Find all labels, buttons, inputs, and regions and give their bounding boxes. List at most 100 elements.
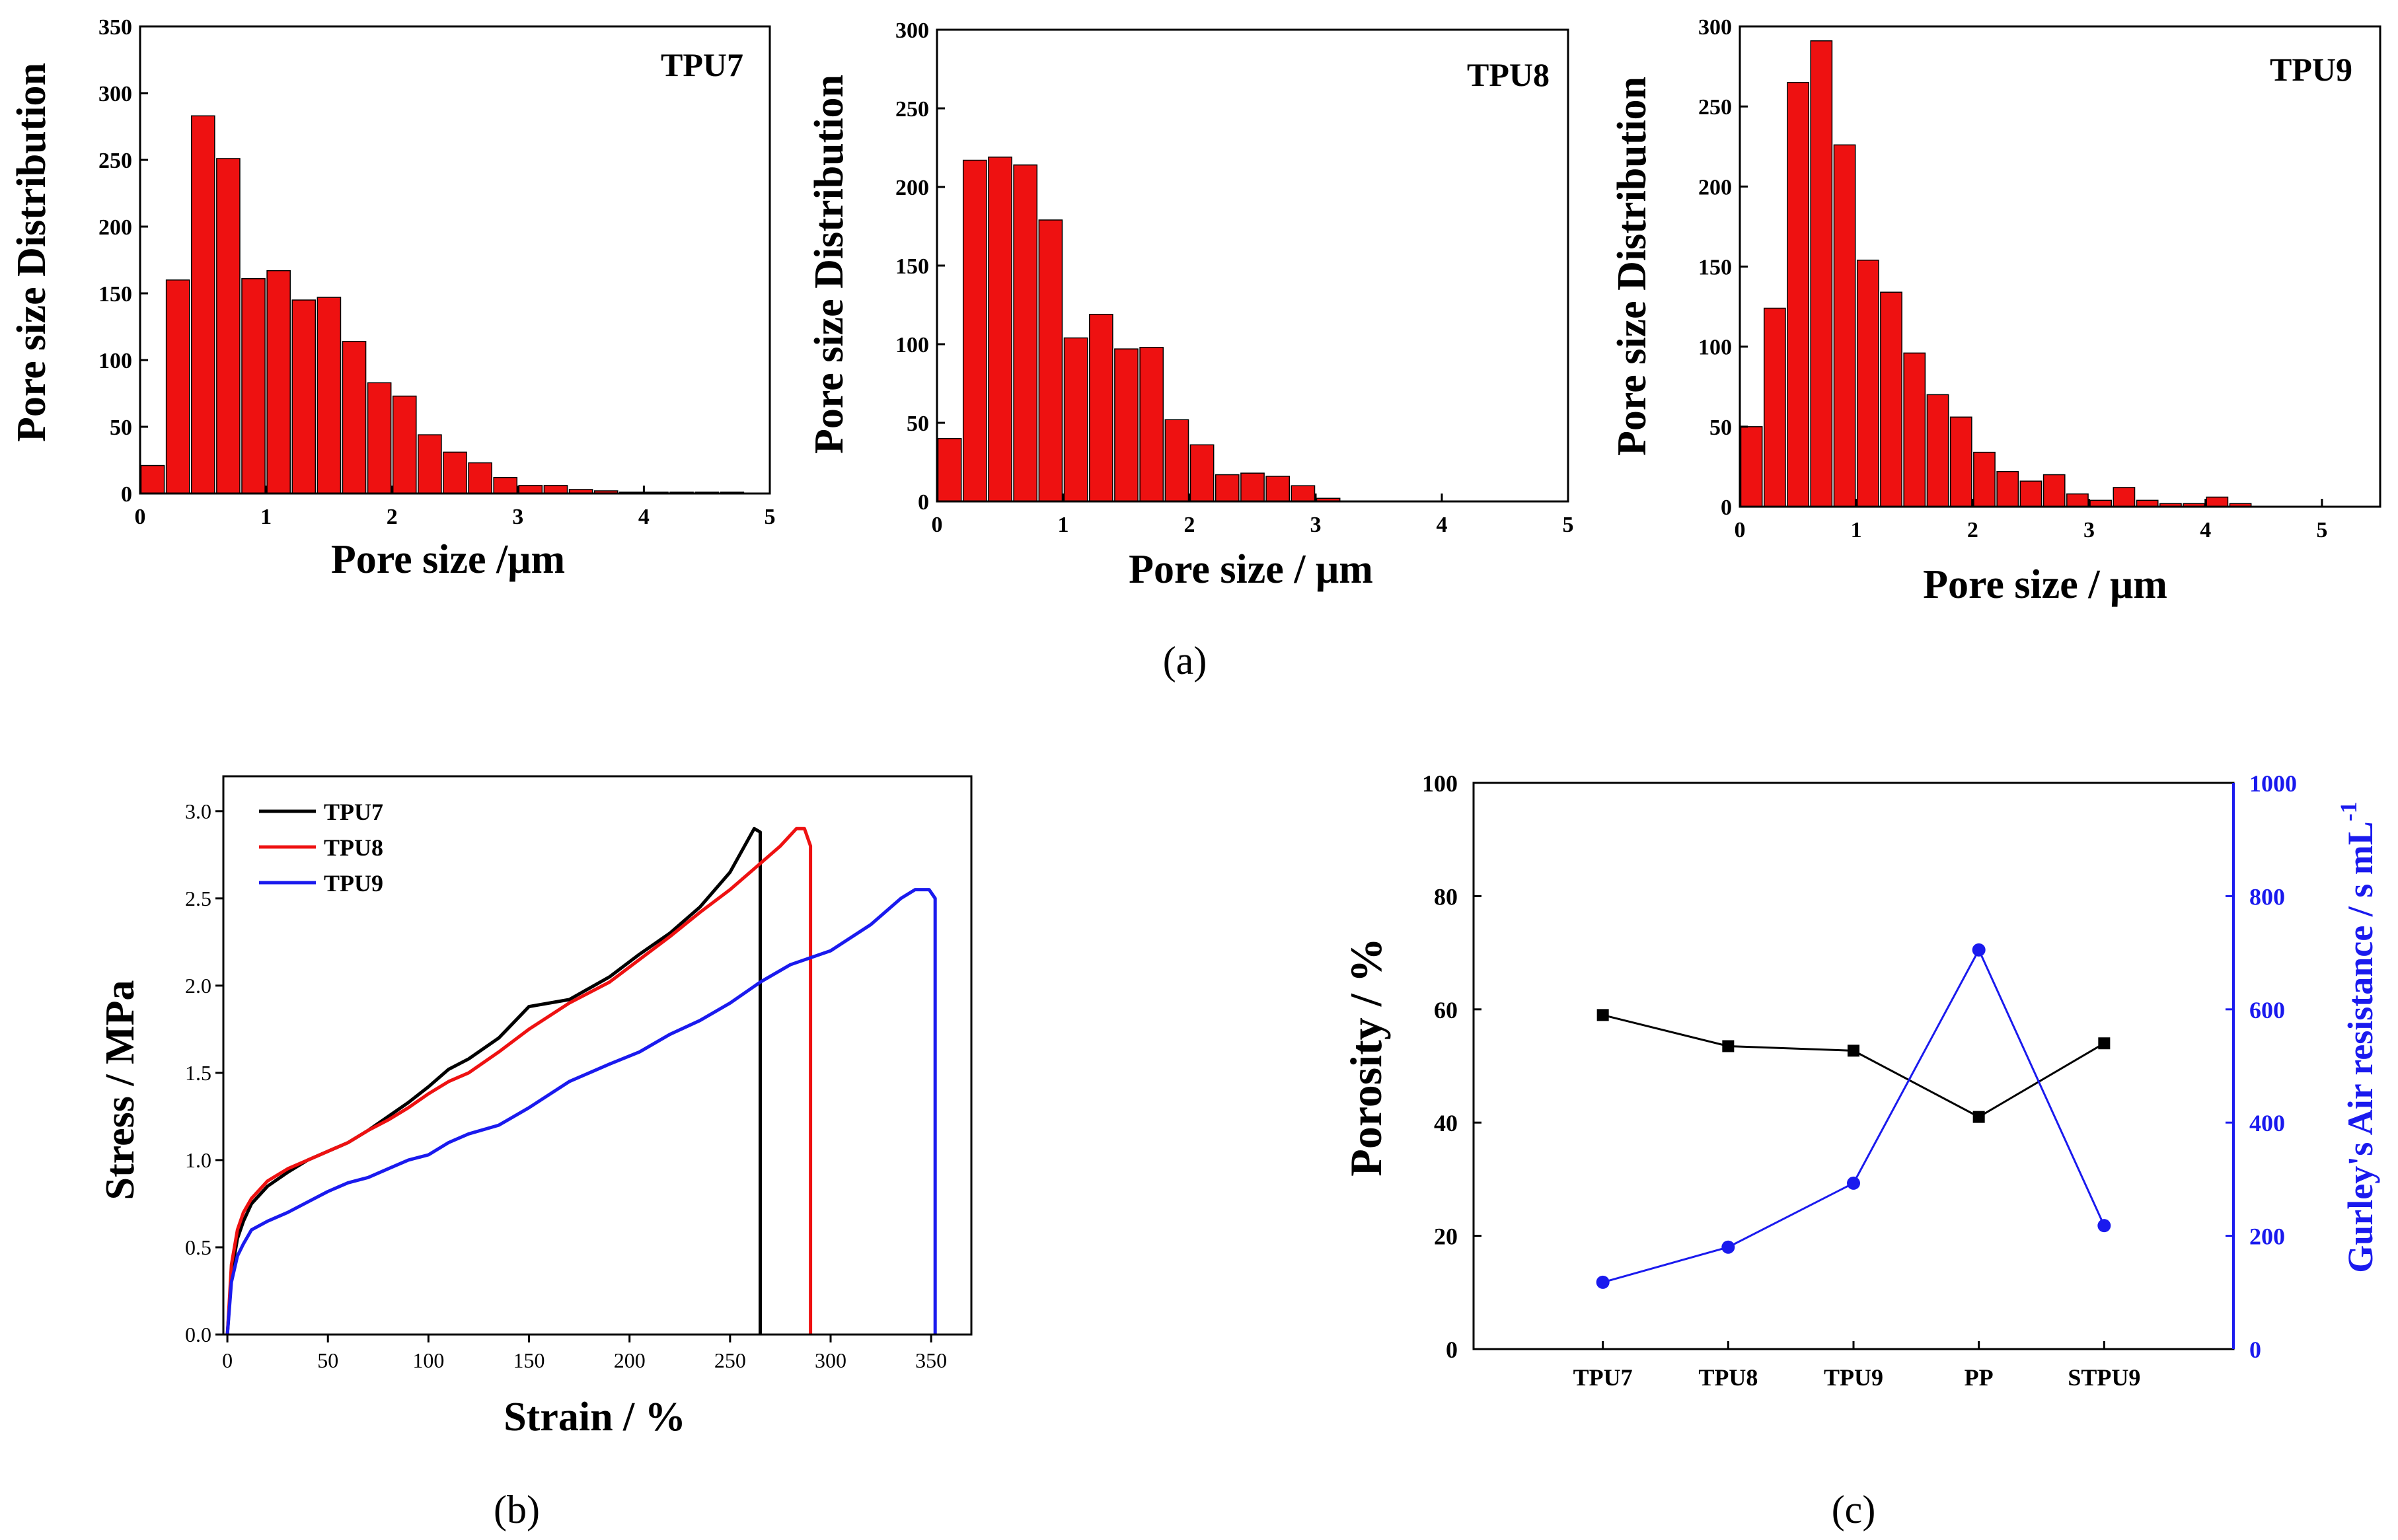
legend-label-tpu7: TPU7 — [324, 799, 383, 825]
porosity-marker — [1972, 1111, 1985, 1123]
y-tick-label: 250 — [1698, 95, 1732, 120]
y-tick-label: 200 — [895, 176, 929, 200]
x-axis-title-strain: Strain / % — [504, 1395, 686, 1440]
plot-frame-stress-strain — [222, 775, 973, 1336]
y-tick-label: 0.0 — [185, 1323, 211, 1346]
x-tick-label: PP — [1965, 1364, 1994, 1391]
x-tick-label: 150 — [513, 1348, 545, 1372]
y-tick-label: 150 — [895, 254, 929, 279]
y-tick-label: 150 — [1698, 256, 1732, 280]
histogram-bar — [1949, 416, 1972, 507]
y-tick-label: 60 — [1434, 997, 1458, 1023]
histogram-tpu9: 0 50 100 150 200 250 300 0 1 2 3 4 5 TPU9 Pore size… — [1610, 15, 2381, 607]
x-tick-label: 0 — [1735, 518, 1746, 542]
histogram-bar — [1810, 40, 1833, 507]
histogram-bar — [1189, 444, 1215, 502]
histogram-bar — [216, 158, 241, 494]
y-ticks-tpu9: 0 50 100 150 200 250 300 — [1698, 15, 1748, 520]
y-tick-label: 300 — [1698, 15, 1732, 40]
histogram-bar — [1013, 164, 1038, 502]
histogram-bar — [1038, 219, 1063, 502]
y-axis-title-gurley: Gurley's Air resistance / s mL-1 — [2335, 801, 2380, 1272]
y2-tick-label: 0 — [2249, 1337, 2261, 1363]
histogram-bar — [443, 451, 467, 494]
y-tick-label: 300 — [895, 18, 929, 43]
y-tick-label: 0.5 — [185, 1235, 211, 1259]
porosity-marker — [1848, 1045, 1859, 1057]
histogram-bar — [962, 159, 987, 502]
title-tpu7: TPU7 — [661, 46, 743, 83]
gurley-marker — [1596, 1275, 1610, 1289]
y-axis-title-stress: Stress / MPa — [98, 980, 143, 1200]
histogram-bar — [266, 270, 291, 494]
histogram-bar — [2019, 480, 2042, 507]
histogram-bar — [1063, 337, 1088, 502]
x-tick-label: 100 — [412, 1348, 444, 1372]
porosity-marker — [1722, 1040, 1735, 1052]
y2-tick-label: 1000 — [2249, 770, 2297, 797]
y-tick-label: 40 — [1434, 1110, 1458, 1136]
panel-label-a: (a) — [1163, 639, 1207, 682]
histogram-bar — [1926, 394, 1949, 507]
histogram-bar — [1139, 347, 1164, 502]
x-axis-title-tpu8: Pore size / μm — [1129, 547, 1373, 592]
x-tick-label: 2 — [387, 505, 398, 529]
porosity-marker — [1596, 1009, 1609, 1021]
histogram-bar — [1740, 426, 1763, 507]
x-tick-label: 1 — [260, 505, 272, 529]
x-tick-label: 2 — [1967, 518, 1978, 542]
histogram-bar — [543, 485, 568, 494]
y-tick-label: 200 — [1698, 175, 1732, 200]
histogram-bar — [1903, 352, 1926, 507]
y-axis-title-tpu9: Pore size Distribution — [1610, 77, 1655, 456]
y-axis-title-porosity: Porosity / % — [1341, 937, 1391, 1176]
histogram-bar — [165, 279, 190, 494]
x-tick-label: 5 — [2316, 518, 2327, 542]
histogram-bar — [2206, 496, 2229, 507]
histogram-bar — [190, 115, 215, 494]
y2-label-superscript: -1 — [2335, 801, 2362, 821]
x-tick-label: 3 — [512, 505, 523, 529]
histogram-bar — [1114, 348, 1139, 502]
x-tick-label: 5 — [765, 505, 776, 529]
legend-label-tpu9: TPU9 — [324, 870, 383, 897]
x-tick-label: 0 — [932, 513, 943, 537]
x-tick-label: 0 — [135, 505, 146, 529]
panel-label-b: (b) — [494, 1488, 540, 1531]
y-tick-label: 3.0 — [185, 799, 211, 823]
histogram-bar — [1240, 472, 1265, 502]
x-tick-label: 0 — [222, 1348, 233, 1372]
y-tick-label: 50 — [1709, 416, 1732, 440]
plot-frame-tpu8 — [936, 28, 1569, 503]
x-tick-label: TPU8 — [1698, 1364, 1758, 1391]
gurley-marker — [2097, 1219, 2111, 1233]
x-tick-label: 300 — [815, 1348, 846, 1372]
histogram-bar — [367, 382, 392, 494]
histogram-bar — [392, 395, 417, 494]
y-ticks-tpu8: 0 50 100 150 200 250 300 — [895, 18, 945, 515]
histogram-bar — [2113, 487, 2136, 507]
y-ticks-stress: 0.0 0.5 1.0 1.5 2.0 2.5 3.0 — [185, 799, 223, 1346]
x-tick-label: 4 — [638, 505, 650, 529]
y-tick-label: 0 — [121, 482, 132, 507]
histogram-bar — [1833, 144, 1856, 507]
x-tick-label: 1 — [1851, 518, 1862, 542]
y-ticks-tpu7: 0 50 100 150 200 250 300 350 — [98, 15, 148, 507]
x-axis-title-tpu7: Pore size /μm — [331, 537, 565, 582]
histogram-bar — [493, 477, 518, 494]
histogram-bar — [418, 434, 442, 494]
x-tick-label: TPU9 — [1824, 1364, 1883, 1391]
gurley-marker — [1972, 943, 1986, 957]
y2-tick-label: 200 — [2249, 1224, 2285, 1250]
x-tick-label: 200 — [614, 1348, 646, 1372]
x-tick-label: TPU7 — [1573, 1364, 1633, 1391]
x-tick-label: 5 — [1563, 513, 1574, 537]
histogram-bar — [1856, 260, 1879, 507]
gurley-marker — [1721, 1240, 1735, 1254]
bars-tpu8 — [937, 157, 1341, 502]
x-tick-label: 3 — [2083, 518, 2095, 542]
y-tick-label: 100 — [1698, 336, 1732, 360]
plot-frame-tpu9 — [1739, 25, 2381, 508]
y-tick-label: 20 — [1434, 1224, 1458, 1250]
